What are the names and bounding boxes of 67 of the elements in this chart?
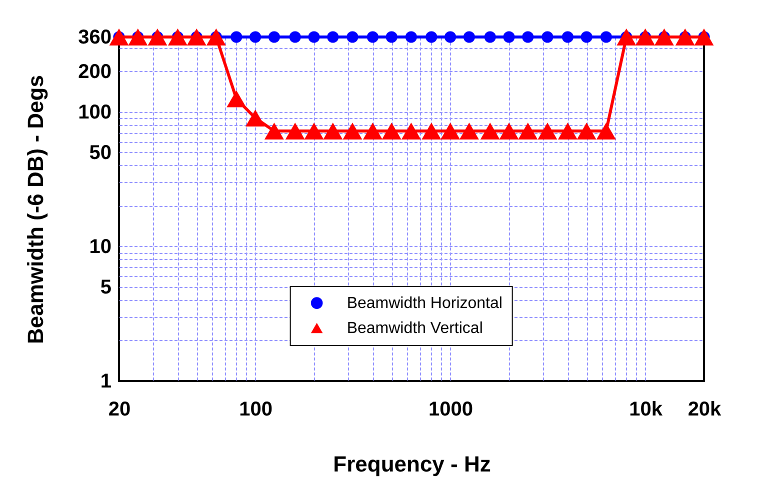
point	[596, 122, 616, 140]
point	[386, 31, 398, 43]
point	[362, 122, 382, 140]
point	[426, 31, 438, 43]
point	[327, 31, 339, 43]
point	[463, 31, 476, 43]
point	[503, 31, 515, 43]
point	[444, 31, 456, 43]
point	[128, 28, 148, 46]
point	[580, 31, 592, 43]
point	[459, 122, 479, 140]
point	[562, 31, 574, 43]
x-tick-label: 1000	[428, 398, 474, 420]
x-tick-label: 20k	[688, 398, 722, 420]
point	[422, 122, 442, 140]
point	[558, 122, 578, 140]
point	[382, 122, 402, 140]
point	[694, 28, 714, 46]
point	[342, 122, 362, 140]
point	[600, 31, 612, 43]
point	[518, 122, 538, 140]
point	[226, 90, 246, 108]
x-tick-label: 20	[108, 398, 131, 420]
point	[366, 31, 379, 43]
point	[268, 31, 280, 43]
point	[484, 31, 496, 43]
point	[401, 122, 421, 140]
y-tick-label: 1	[100, 370, 112, 392]
point	[289, 31, 301, 43]
point	[304, 122, 324, 140]
legend-label: Beamwidth Horizontal	[346, 295, 502, 312]
point	[675, 28, 695, 46]
y-tick-label: 50	[89, 142, 112, 164]
point	[576, 122, 596, 140]
y-tick-label: 360	[78, 26, 112, 48]
point	[480, 122, 500, 140]
point	[405, 31, 417, 43]
x-tick-label: 10k	[629, 398, 664, 420]
point	[230, 31, 242, 43]
point	[168, 28, 188, 46]
point	[323, 122, 343, 140]
point	[522, 31, 534, 43]
point	[616, 28, 636, 46]
legend-label: Beamwidth Vertical	[346, 320, 483, 338]
y-tick-label: 10	[89, 236, 112, 258]
point	[538, 122, 558, 140]
point	[285, 122, 305, 140]
x-tick-label: 100	[239, 398, 272, 420]
point	[264, 122, 284, 140]
point	[346, 31, 358, 43]
point	[206, 28, 226, 46]
point	[440, 122, 460, 140]
point	[654, 28, 674, 46]
point	[109, 28, 129, 46]
y-tick-label: 100	[78, 101, 112, 124]
y-tick-label: 5	[100, 276, 112, 298]
point	[308, 31, 320, 43]
point	[542, 31, 554, 43]
y-tick-label: 200	[78, 60, 112, 83]
point	[148, 28, 168, 46]
y-axis-title: Beamwidth (-6 DB) - Degs	[23, 75, 48, 344]
point	[499, 122, 519, 140]
point	[249, 31, 262, 43]
point	[246, 110, 266, 126]
point	[636, 28, 656, 46]
point	[186, 28, 206, 46]
x-axis-title: Frequency - Hz	[333, 452, 491, 476]
